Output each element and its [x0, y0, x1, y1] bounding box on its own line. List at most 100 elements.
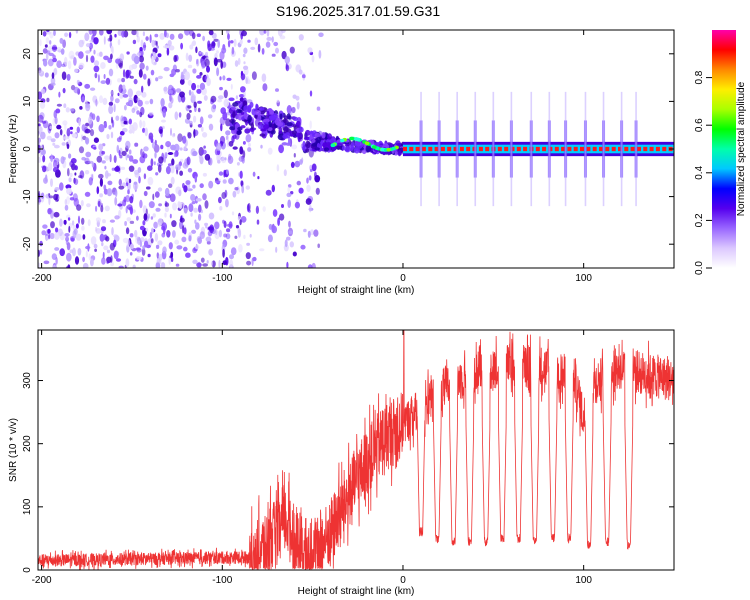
noise-blob [98, 124, 105, 133]
noise-blob [102, 219, 106, 224]
noise-blob [154, 139, 157, 146]
signal-blob [282, 134, 289, 140]
noise-blob [139, 62, 145, 70]
tone-core-segment [618, 146, 622, 152]
noise-blob [164, 30, 167, 38]
noise-blob [143, 213, 148, 221]
noise-blob [125, 140, 131, 149]
noise-blob [153, 161, 156, 166]
noise-blob [247, 147, 252, 152]
noise-blob [178, 112, 182, 118]
noise-blob [153, 221, 158, 229]
noise-blob [238, 94, 245, 98]
noise-blob [48, 162, 53, 171]
noise-blob [199, 72, 203, 76]
noise-blob [132, 39, 137, 45]
signal-blob [243, 105, 250, 113]
noise-blob [78, 39, 84, 48]
noise-blob [287, 199, 292, 208]
spectrogram-ytick-label: 0 [22, 146, 33, 152]
noise-blob [106, 249, 111, 254]
noise-blob [275, 47, 279, 54]
noise-blob [161, 262, 166, 268]
noise-blob [99, 30, 104, 36]
noise-blob [148, 201, 155, 209]
signal-blob [305, 140, 311, 149]
noise-blob [222, 248, 225, 258]
noise-blob [131, 107, 136, 114]
noise-blob [62, 156, 66, 161]
noise-blob [142, 31, 145, 37]
noise-blob [169, 73, 175, 78]
spectrogram-marks [38, 30, 674, 268]
tone-core-segment [421, 146, 426, 152]
noise-blob [245, 75, 250, 85]
noise-blob [239, 39, 243, 45]
noise-blob [147, 165, 153, 171]
noise-blob [139, 119, 143, 129]
noise-blob [170, 176, 175, 185]
noise-blob [225, 130, 231, 136]
noise-blob [88, 177, 93, 186]
noise-blob [197, 100, 202, 104]
noise-blob [235, 225, 240, 229]
noise-blob [179, 217, 185, 223]
noise-blob [104, 170, 109, 179]
noise-blob [220, 123, 223, 132]
noise-blob [290, 161, 295, 168]
tone-core-segment [655, 146, 660, 152]
noise-blob [46, 97, 50, 103]
tone-core-segment [453, 146, 458, 152]
noise-blob [99, 178, 103, 187]
noise-blob [129, 75, 134, 79]
noise-blob [303, 228, 307, 233]
noise-blob [292, 251, 297, 257]
noise-blob [52, 142, 56, 146]
noise-blob [82, 262, 89, 268]
colorbar-gradient [712, 30, 736, 268]
noise-blob [171, 86, 175, 94]
noise-blob [125, 227, 130, 235]
noise-blob [170, 144, 177, 151]
colorbar-tick-label: 0.4 [694, 165, 705, 179]
noise-blob [114, 33, 117, 38]
tone-core-segment [586, 146, 591, 152]
noise-blob [51, 253, 57, 260]
noise-blob [120, 166, 126, 170]
noise-blob [84, 83, 91, 89]
noise-blob [183, 227, 187, 235]
noise-blob [243, 65, 249, 71]
noise-blob [157, 164, 162, 173]
noise-blob [256, 219, 260, 225]
signal-blob [229, 126, 236, 131]
noise-blob [183, 185, 188, 193]
noise-blob [81, 225, 85, 231]
noise-blob [155, 207, 161, 212]
noise-blob [246, 242, 251, 246]
noise-blob [82, 234, 86, 240]
noise-blob [318, 32, 324, 38]
noise-blob [199, 183, 204, 189]
noise-blob [173, 151, 177, 158]
noise-blob [85, 137, 90, 145]
noise-blob [200, 209, 203, 214]
noise-blob [196, 88, 202, 94]
noise-blob [69, 249, 74, 254]
noise-blob [159, 129, 163, 134]
colorbar: 0.0 0.2 0.4 0.6 0.8 Normalized spectral ampl… [694, 30, 747, 275]
noise-blob [117, 30, 123, 36]
noise-blob [216, 67, 220, 77]
noise-blob [176, 245, 183, 250]
noise-blob [251, 71, 257, 80]
noise-blob [133, 78, 138, 85]
noise-blob [128, 149, 132, 155]
tone-core-segment [599, 146, 603, 152]
noise-blob [152, 61, 157, 66]
noise-blob [49, 31, 54, 39]
noise-blob [163, 86, 168, 92]
noise-blob [80, 200, 84, 207]
noise-blob [71, 220, 75, 226]
noise-blob [122, 127, 128, 133]
noise-blob [143, 173, 147, 180]
noise-blob [288, 230, 293, 234]
